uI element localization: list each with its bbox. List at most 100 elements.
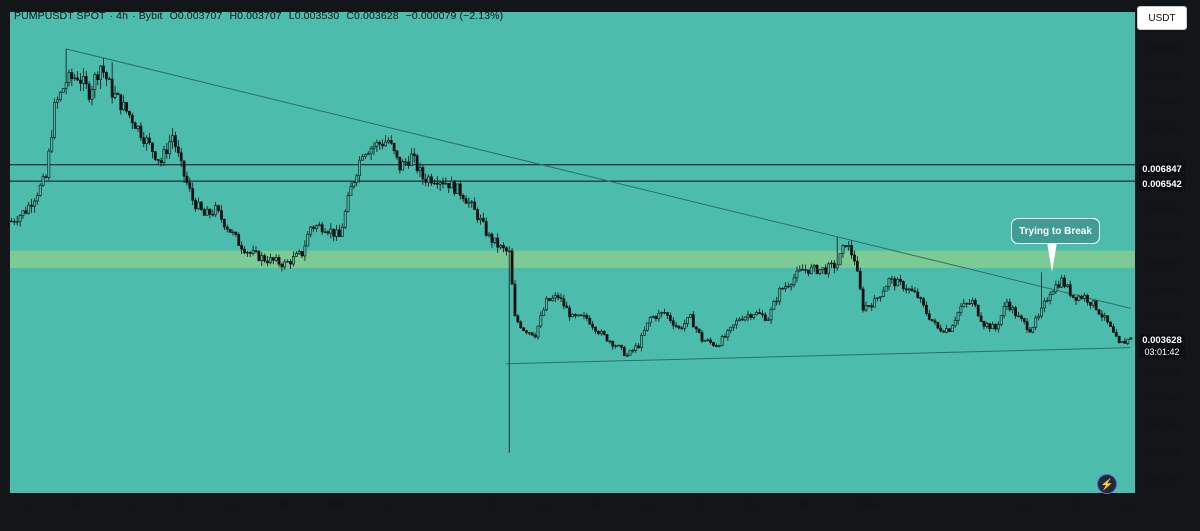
candle-body [1112, 326, 1115, 333]
candle-body [343, 211, 347, 228]
candle-body [953, 320, 957, 327]
candle-body [706, 339, 710, 342]
candle-body [815, 264, 819, 274]
x-tick-label: 22 [176, 500, 187, 510]
candle-body [407, 161, 410, 166]
currency-button[interactable]: USDT [1137, 6, 1187, 30]
candle-body [375, 142, 379, 147]
candle-body [631, 349, 635, 352]
candle-body [1011, 307, 1015, 311]
candle-body [999, 315, 1003, 325]
candle-body [145, 137, 149, 144]
candle-body [148, 137, 151, 144]
candle-body [516, 315, 520, 323]
candle-body [165, 149, 169, 154]
candle-body [910, 288, 914, 292]
candle-body [231, 231, 235, 234]
candle-body [973, 299, 977, 306]
candle-body [858, 270, 862, 290]
candle-body [401, 161, 405, 171]
candle-body [870, 305, 874, 308]
candle-body [916, 291, 920, 298]
candle-body [913, 290, 917, 293]
candle-body [559, 297, 563, 300]
candle-body [381, 143, 384, 147]
candle-body [220, 210, 223, 220]
x-tick-label: 4 [385, 500, 391, 510]
candle-body [755, 312, 759, 315]
candle-body [841, 245, 845, 254]
low-value: L0.003530 [288, 10, 340, 22]
candle-body [10, 220, 13, 223]
candle-body [484, 221, 488, 236]
candle-body [663, 311, 666, 314]
candle-body [945, 328, 948, 333]
candle-body [30, 204, 33, 207]
candle-body [352, 182, 356, 187]
candle-body [585, 315, 589, 319]
candle-body [496, 237, 500, 248]
candle-body [867, 305, 871, 307]
x-tick-label: 4 [918, 500, 924, 510]
interval-label[interactable]: 4h [116, 10, 129, 22]
candle-body [824, 267, 828, 275]
candle-body [340, 226, 344, 237]
candle-body [1028, 329, 1032, 333]
candle-body [116, 92, 120, 95]
candle-body [691, 314, 695, 328]
candle-body [850, 245, 853, 256]
candle-body [450, 180, 454, 189]
lightning-icon[interactable]: ⚡ [1097, 474, 1117, 494]
candle-body [775, 300, 779, 303]
change-value: −0.000079 (−2.13%) [405, 10, 504, 22]
candle-body [171, 135, 174, 143]
candle-body [901, 281, 905, 290]
candle-body [781, 288, 784, 290]
candle-body [1114, 331, 1118, 337]
candle-body [18, 215, 22, 222]
x-tick-label: 10 [1019, 500, 1030, 510]
candle-body [1054, 284, 1058, 293]
candle-body [884, 286, 888, 292]
x-tick-label: 13 [20, 500, 31, 510]
candle-body [153, 151, 157, 160]
candle-body [421, 167, 425, 180]
open-value: O0.003707 [169, 10, 223, 22]
candle-body [807, 269, 810, 274]
candle-body [438, 182, 442, 185]
candle-body [470, 201, 474, 204]
candle-body [176, 146, 180, 154]
candle-body [735, 320, 738, 326]
candle-body [412, 153, 416, 157]
candle-body [1094, 300, 1098, 311]
candle-body [366, 153, 370, 155]
candle-body [280, 263, 284, 268]
candle-body [125, 102, 128, 112]
x-tick-label: 25 [745, 500, 756, 510]
candle-body [890, 278, 894, 280]
candle-body [292, 256, 295, 265]
candle-body [804, 269, 807, 271]
candle-body [588, 317, 592, 325]
candle-body [648, 317, 652, 324]
annotation-callout[interactable]: Trying to Break [1011, 218, 1100, 244]
candle-body [602, 331, 606, 335]
x-tick-label: 19 [642, 500, 653, 510]
candle-body [1086, 295, 1089, 303]
candle-body [21, 210, 25, 216]
symbol-label[interactable]: PUMPUSDT SPOT [14, 10, 106, 22]
candle-body [58, 91, 62, 101]
candle-body [1005, 301, 1009, 307]
candle-body [461, 195, 465, 200]
candle-body [257, 250, 261, 261]
candle-body [479, 217, 482, 221]
high-value: H0.003707 [229, 10, 282, 22]
candle-body [277, 257, 281, 265]
candle-body [743, 316, 747, 321]
candle-body [326, 231, 330, 234]
candle-body [12, 220, 16, 223]
candle-body [620, 344, 623, 348]
candle-body [571, 314, 574, 318]
candle-body [936, 322, 940, 329]
